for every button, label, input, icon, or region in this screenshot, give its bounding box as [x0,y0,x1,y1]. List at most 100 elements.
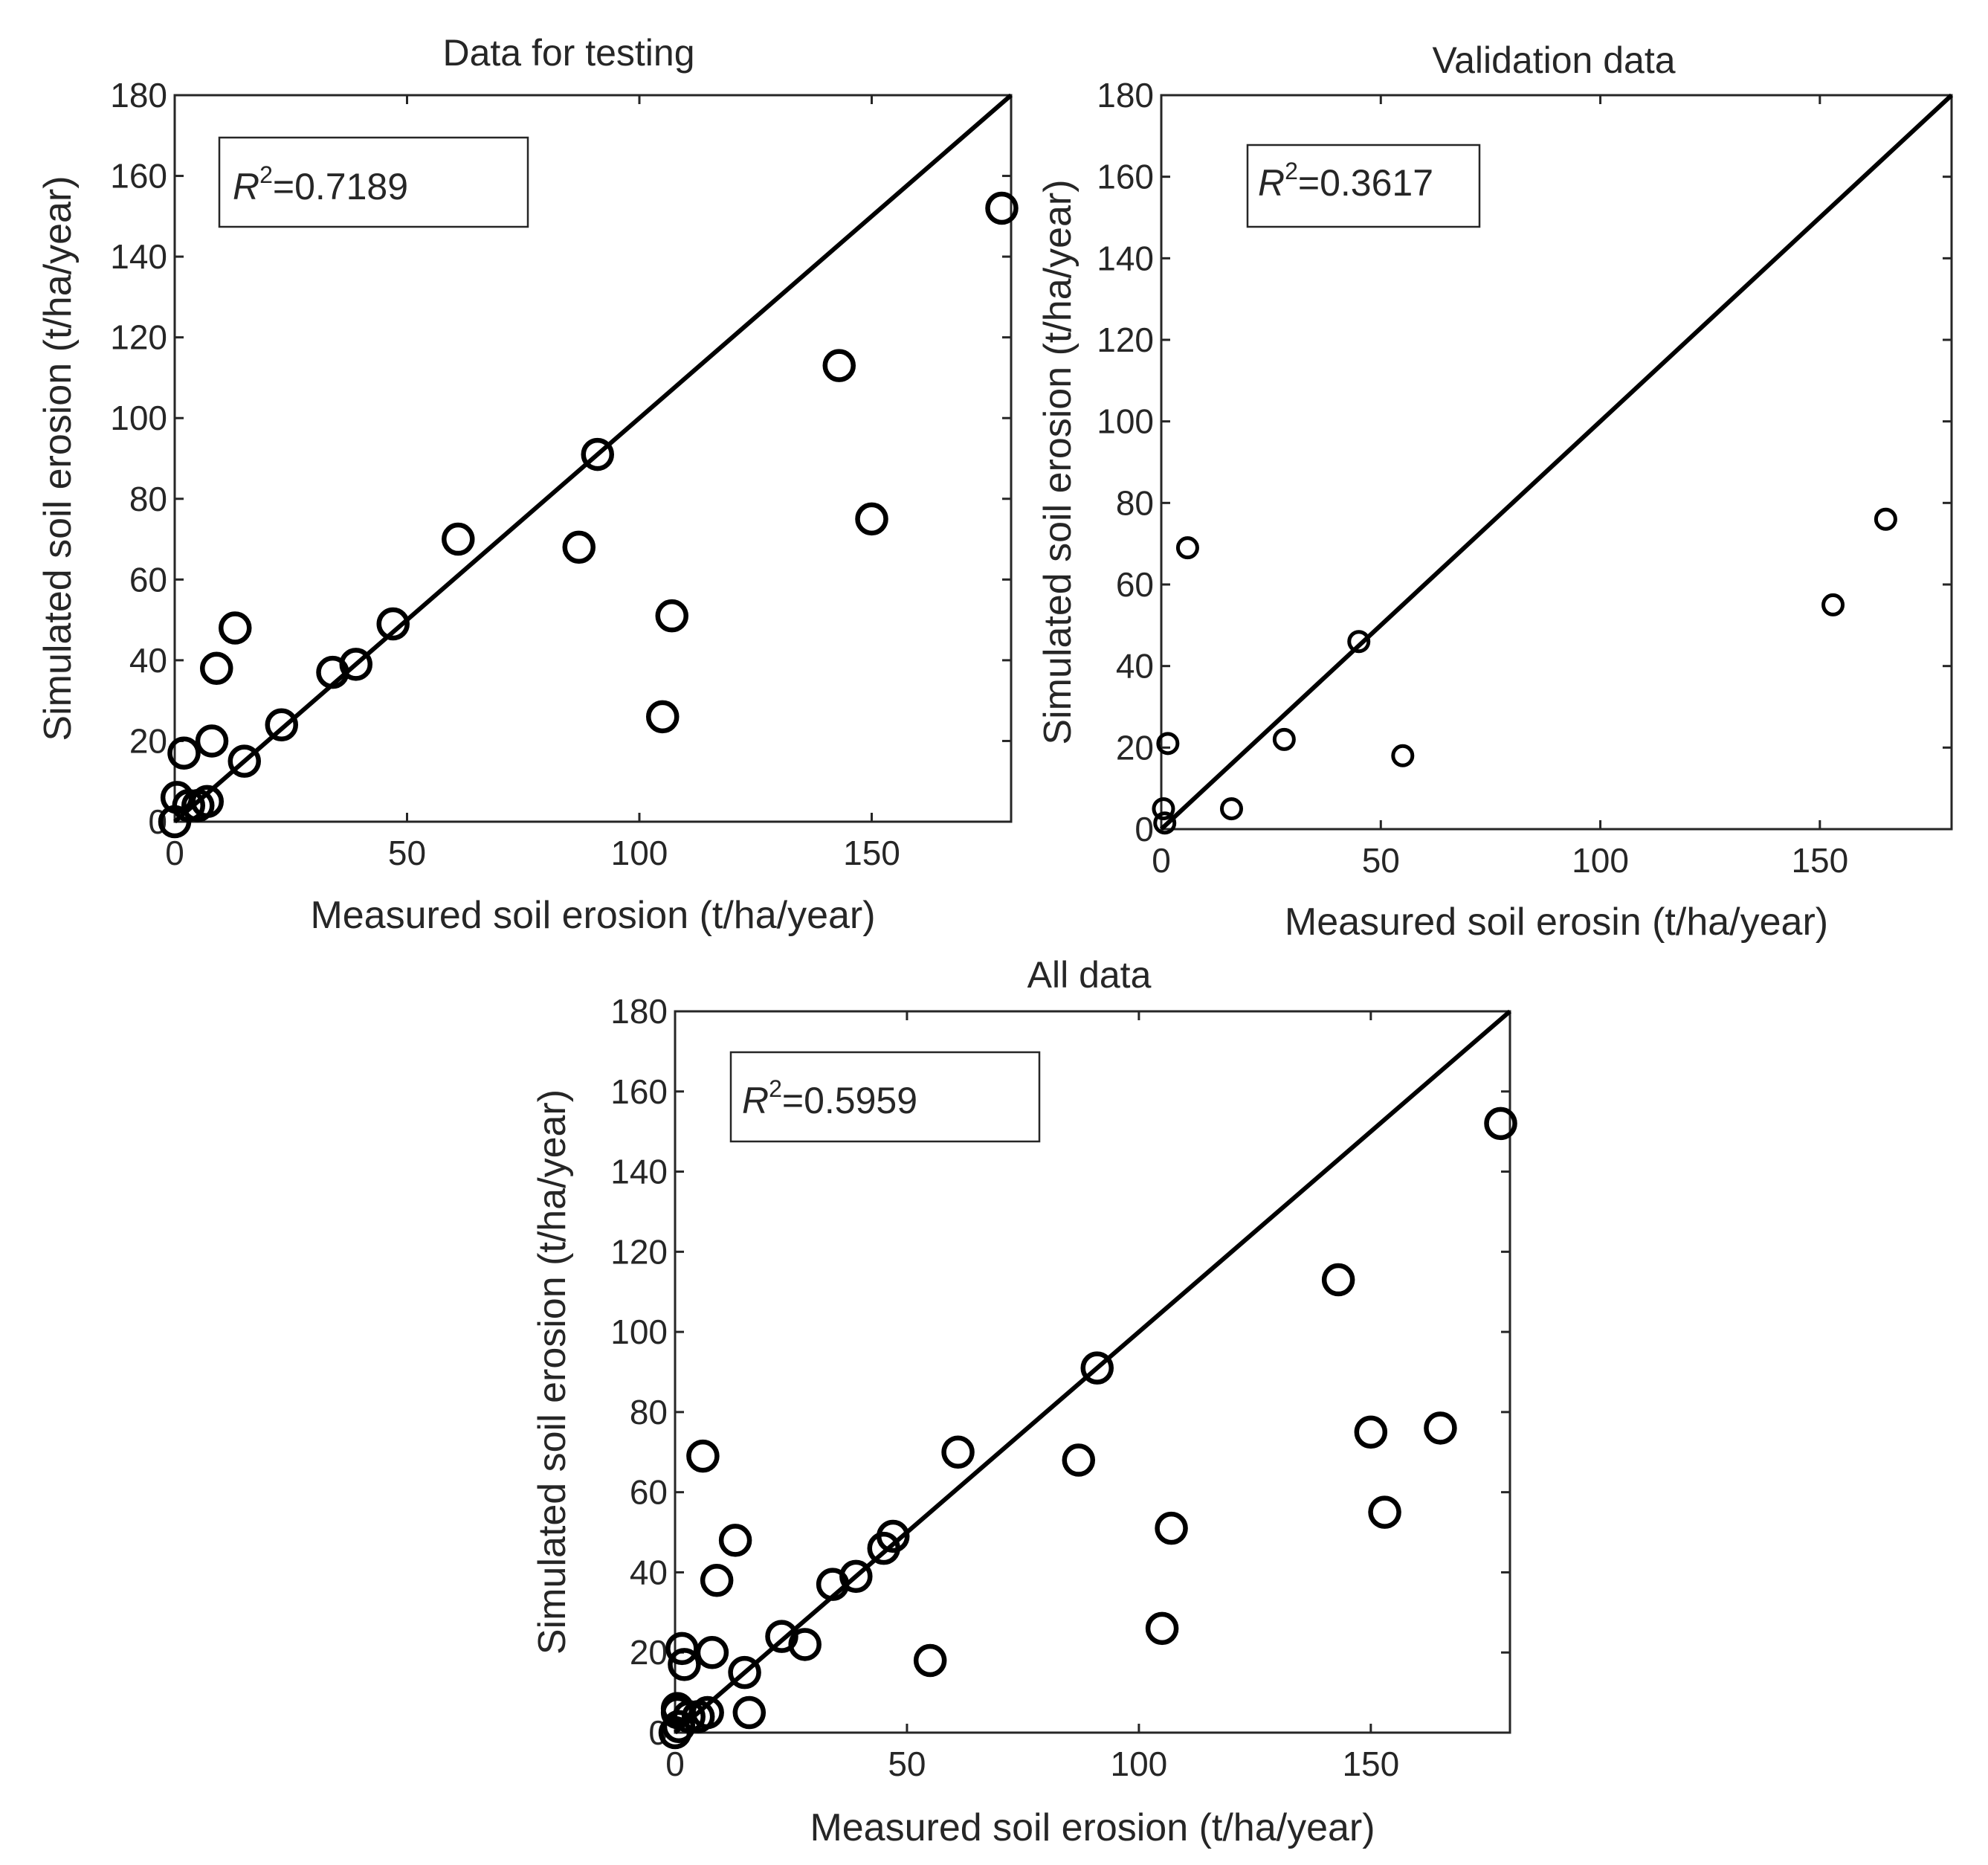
chart-title: Validation data [1432,39,1675,81]
data-point [646,700,680,734]
data-point [1368,1495,1401,1529]
r-symbol: R [742,1080,769,1121]
y-tick-label: 160 [1097,158,1154,196]
y-tick-label: 80 [1116,483,1154,522]
y-tick-label: 20 [630,1633,668,1672]
y-tick-label: 60 [129,560,167,599]
r-exponent: 2 [1285,158,1298,184]
data-point [581,437,614,471]
x-tick-label: 150 [1791,841,1848,880]
r-value: =0.7189 [273,166,408,207]
y-tick-label: 140 [1097,239,1154,277]
data-point [732,1695,767,1730]
data-point [668,1648,701,1681]
data-point [167,736,201,770]
y-tick-label: 80 [129,480,167,518]
data-point [376,607,410,641]
plot-frame [1160,94,1953,831]
one-to-one-line [1159,93,1954,831]
data-point [1874,507,1897,531]
data-point [1219,797,1243,821]
y-tick-label: 20 [129,721,167,760]
y-tick-label: 180 [110,76,167,115]
y-tick-label: 40 [630,1553,668,1591]
x-axis-label: Measured soil erosion (t/ha/year) [810,1806,1375,1849]
r-squared-label: R2=0.7189 [233,161,408,207]
chart-panel-all: 0 50 100 150020406080100120140160180R2=0.59… [531,954,1517,1849]
data-point [1145,1611,1179,1646]
r-value: =0.5959 [782,1080,917,1121]
x-tick-label: 100 [611,834,668,872]
x-tick-label: 50 [1362,841,1400,880]
y-tick-label: 160 [110,157,167,196]
x-tick-label: 100 [1572,841,1629,880]
chart-panel-testing: 0 50 100 150 0 20 40 60 80 100 120 140 160 180 R2=0.71… [36,32,1019,937]
data-point [1272,727,1296,751]
data-point [695,1635,729,1669]
one-to-one-line [173,93,1013,824]
data-point [839,1559,873,1594]
plot-frame [674,1010,1511,1734]
y-tick-label: 0 [1135,810,1154,848]
data-point [265,708,298,741]
x-axis-label: Measured soil erosion (t/ha/year) [310,894,875,937]
data-point [1321,1263,1355,1297]
y-tick-label: 100 [1097,402,1154,441]
y-tick-label: 180 [1097,76,1154,115]
r-symbol: R [233,166,259,207]
data-point [1062,1443,1096,1477]
data-point [442,522,475,556]
x-tick-label: 50 [888,1745,926,1783]
data-point [1424,1411,1457,1445]
data-point [662,1710,696,1744]
data-point [1484,1107,1517,1141]
y-axis-label: Simulated soil erosion (t/ha/year) [1036,179,1079,744]
y-tick-label: 180 [610,992,668,1031]
y-tick-label: 140 [610,1153,668,1191]
chart-title: All data [1027,954,1152,996]
x-tick-label: 0 [1152,841,1171,880]
data-point [728,1655,761,1690]
r-exponent: 2 [259,161,273,188]
data-point [195,724,229,758]
data-point [985,191,1019,225]
x-tick-label: 150 [1342,1745,1399,1783]
data-point [822,349,856,382]
y-tick-label: 60 [1116,565,1154,604]
x-tick-label: 50 [388,834,426,872]
r-symbol: R [1258,162,1285,204]
one-to-one-line [674,1009,1511,1735]
data-point [562,530,596,564]
data-point [1347,630,1371,654]
data-point [700,1563,734,1597]
x-tick-label: 150 [843,834,900,872]
data-point [1152,797,1175,821]
data-point [1354,1415,1388,1449]
data-point [1821,593,1845,616]
chart-title: Data for testing [442,32,694,74]
r-squared-box [218,136,529,228]
data-point [1080,1351,1114,1385]
r-squared-label: R2=0.3617 [1258,158,1433,204]
data-point [1391,744,1415,767]
x-tick-label: 0 [165,834,184,872]
data-point [227,744,261,778]
y-tick-label: 40 [129,641,167,680]
y-axis-label: Simulated soil erosion (t/ha/year) [36,175,80,741]
data-point [200,651,233,685]
r-squared-box [729,1051,1041,1143]
data-point [1155,1511,1188,1545]
r-squared-box [1246,144,1481,228]
y-tick-label: 0 [148,802,167,841]
data-point [913,1643,947,1678]
data-point [788,1628,822,1661]
x-axis-label: Measured soil erosin (t/ha/year) [1285,901,1828,944]
y-tick-label: 140 [110,237,167,276]
r-squared-label: R2=0.5959 [742,1075,917,1121]
x-tick-label: 100 [1111,1745,1168,1783]
data-point [1156,732,1180,756]
data-point [1153,811,1177,835]
data-point [655,599,688,633]
r-exponent: 2 [769,1075,782,1102]
